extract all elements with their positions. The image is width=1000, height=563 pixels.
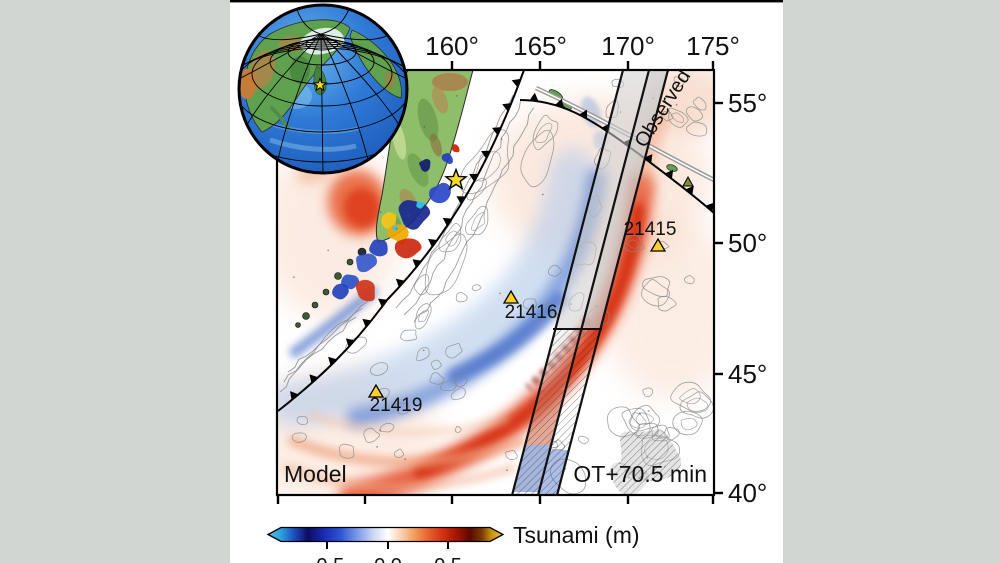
colorbar-ticks (326, 541, 449, 549)
axis-right-label-55: 55° (728, 88, 767, 118)
colorbar-gradient-bar (266, 526, 505, 543)
colorbar-title: Tsunami (m) (513, 522, 640, 548)
time-label: OT+70.5 min (573, 461, 707, 487)
tsunami-source-patches (332, 144, 460, 302)
figure-top-rule (230, 0, 783, 3)
station-triangle-icon (502, 289, 520, 304)
map-frame (275, 68, 716, 497)
station-triangle-icon (367, 383, 385, 398)
station-label: 21419 (370, 395, 423, 416)
epicenter-star-icon (444, 167, 468, 191)
axis-bottom (276, 495, 715, 504)
dart-station-21416: 21416 (502, 289, 558, 323)
station-triangle-icon (649, 237, 667, 252)
map-area (277, 70, 714, 495)
colorbar-tick-pos: 0.5 (434, 555, 462, 563)
satellite-track-band (511, 70, 670, 495)
hatched-region (609, 429, 682, 495)
axis-top-label-160: 160° (425, 31, 479, 61)
colorbar-tick-neg: -0.5 (310, 555, 344, 563)
station-label: 21416 (505, 302, 558, 323)
axis-right-label-40: 40° (728, 478, 767, 508)
axis-top-label-165: 165° (513, 31, 567, 61)
axis-right (714, 101, 723, 495)
station-label: 21415 (624, 219, 677, 240)
globe-inset (237, 3, 409, 175)
globe-epicenter-star-icon (312, 77, 328, 92)
dart-station-21415: 21415 (624, 219, 677, 252)
colorbar: -0.5 0.0 0.5 Tsunami (m) (266, 522, 640, 563)
axis-right-label-45: 45° (728, 359, 767, 389)
axis-right-label-50: 50° (728, 228, 767, 258)
dart-station-21419: 21419 (367, 383, 423, 416)
model-label: Model (284, 461, 347, 487)
axis-top-label-170: 170° (601, 31, 655, 61)
colorbar-tick-zero: 0.0 (374, 555, 402, 563)
axis-top-label-175: 175° (686, 31, 740, 61)
axis-top (450, 61, 715, 70)
tide-gauge-triangle-icon (682, 175, 694, 187)
